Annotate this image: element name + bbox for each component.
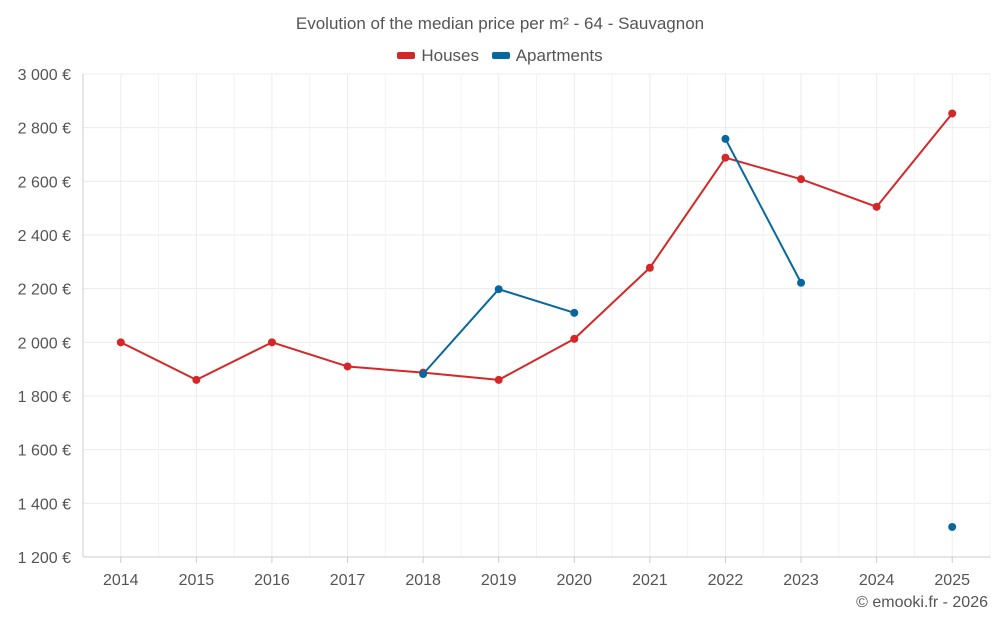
y-tick-label: 1 400 € — [18, 496, 71, 513]
data-point-houses — [192, 375, 201, 384]
y-tick-label: 1 200 € — [18, 550, 71, 567]
x-tick-label: 2018 — [405, 572, 441, 589]
y-axis-ticks: 1 200 € 1 400 € 1 600 € 1 800 € 2 000 € 2 200… — [18, 67, 71, 567]
data-point-apartments — [419, 369, 428, 378]
x-tick-label: 2019 — [481, 572, 517, 589]
x-axis-ticks: 2014 2015 2016 2017 2018 2019 2020 2021 2022 2023… — [103, 557, 970, 589]
grid — [82, 73, 991, 557]
data-point-apartments — [721, 134, 730, 143]
data-point-houses — [872, 202, 881, 211]
y-tick-label: 2 400 € — [18, 228, 71, 245]
y-tick-label: 2 000 € — [18, 335, 71, 352]
chart-title: Evolution of the median price per m² - 6… — [295, 14, 705, 33]
x-tick-label: 2016 — [254, 572, 290, 589]
data-point-apartments — [570, 308, 579, 317]
y-tick-label: 1 600 € — [18, 443, 71, 460]
y-tick-label: 3 000 € — [18, 67, 71, 84]
x-tick-label: 2024 — [859, 572, 895, 589]
x-tick-label: 2022 — [708, 572, 744, 589]
x-tick-label: 2023 — [783, 572, 819, 589]
data-point-houses — [343, 362, 352, 371]
y-tick-label: 2 200 € — [18, 282, 71, 299]
x-tick-label: 2020 — [556, 572, 592, 589]
y-tick-label: 2 800 € — [18, 121, 71, 138]
legend-item-houses[interactable]: Houses — [397, 46, 479, 66]
y-tick-label: 1 800 € — [18, 389, 71, 406]
series-apartments — [419, 134, 957, 531]
footer-credit: © emooki.fr - 2026 — [856, 594, 988, 611]
data-point-apartments — [948, 522, 957, 531]
series-layer — [116, 109, 957, 531]
data-point-apartments — [494, 285, 503, 294]
legend-swatch-apartments — [491, 52, 510, 59]
data-point-apartments — [797, 278, 806, 287]
data-point-houses — [948, 109, 957, 118]
x-tick-label: 2025 — [934, 572, 970, 589]
x-tick-label: 2015 — [179, 572, 215, 589]
data-point-houses — [494, 375, 503, 384]
data-point-houses — [721, 153, 730, 162]
data-point-houses — [645, 263, 654, 272]
data-point-houses — [797, 175, 806, 184]
x-tick-label: 2021 — [632, 572, 668, 589]
legend-swatch-houses — [397, 52, 416, 59]
legend-label-apartments: Apartments — [515, 45, 603, 65]
data-point-houses — [116, 338, 125, 347]
x-tick-label: 2017 — [330, 572, 366, 589]
series-line-apartments — [724, 138, 802, 284]
legend-label-houses: Houses — [421, 45, 479, 65]
x-tick-label: 2014 — [103, 572, 139, 589]
legend: Houses Apartments — [0, 44, 1000, 66]
axes — [82, 74, 990, 558]
y-tick-label: 2 600 € — [18, 174, 71, 191]
legend-item-apartments[interactable]: Apartments — [491, 45, 603, 66]
series-line-houses — [120, 112, 953, 381]
data-point-houses — [570, 334, 579, 343]
data-point-houses — [267, 338, 276, 347]
